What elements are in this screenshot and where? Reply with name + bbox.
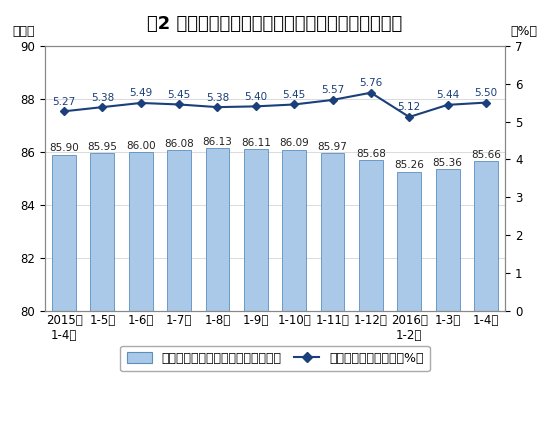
Text: 85.68: 85.68 (356, 149, 386, 159)
Legend: 每百元主营业务收入中的成本（元）, 主营业务收入利润率（%）: 每百元主营业务收入中的成本（元）, 主营业务收入利润率（%） (120, 346, 430, 372)
Bar (436, 169, 459, 446)
Text: 86.09: 86.09 (279, 138, 309, 149)
Text: （%）: （%） (510, 25, 537, 38)
Text: 5.44: 5.44 (436, 90, 459, 100)
Text: 85.26: 85.26 (394, 161, 424, 170)
Bar (52, 155, 76, 446)
Text: 85.97: 85.97 (317, 142, 348, 152)
Text: 5.38: 5.38 (91, 93, 114, 103)
Bar (321, 153, 344, 446)
Text: 85.95: 85.95 (87, 142, 117, 152)
Text: 5.38: 5.38 (206, 93, 229, 103)
Text: （元）: （元） (13, 25, 35, 38)
Text: 85.66: 85.66 (471, 150, 501, 160)
Bar (129, 152, 153, 446)
Title: 图2 各月累计利润率与每百元主营业务收入中的成本: 图2 各月累计利润率与每百元主营业务收入中的成本 (147, 15, 403, 33)
Bar (206, 149, 229, 446)
Bar (167, 150, 191, 446)
Bar (359, 161, 383, 446)
Text: 86.00: 86.00 (126, 141, 156, 151)
Bar (474, 161, 498, 446)
Text: 5.45: 5.45 (167, 90, 191, 100)
Text: 86.08: 86.08 (164, 139, 194, 149)
Text: 85.36: 85.36 (433, 158, 463, 168)
Text: 86.13: 86.13 (202, 137, 233, 147)
Text: 5.40: 5.40 (244, 92, 267, 102)
Text: 5.12: 5.12 (398, 103, 421, 112)
Text: 5.76: 5.76 (359, 78, 383, 88)
Bar (397, 172, 421, 446)
Text: 85.90: 85.90 (49, 144, 79, 153)
Text: 5.50: 5.50 (475, 88, 498, 98)
Text: 5.57: 5.57 (321, 85, 344, 95)
Text: 5.49: 5.49 (129, 88, 152, 99)
Text: 5.45: 5.45 (283, 90, 306, 100)
Text: 86.11: 86.11 (241, 138, 271, 148)
Bar (282, 149, 306, 446)
Text: 5.27: 5.27 (52, 97, 76, 107)
Bar (244, 149, 268, 446)
Bar (91, 153, 114, 446)
